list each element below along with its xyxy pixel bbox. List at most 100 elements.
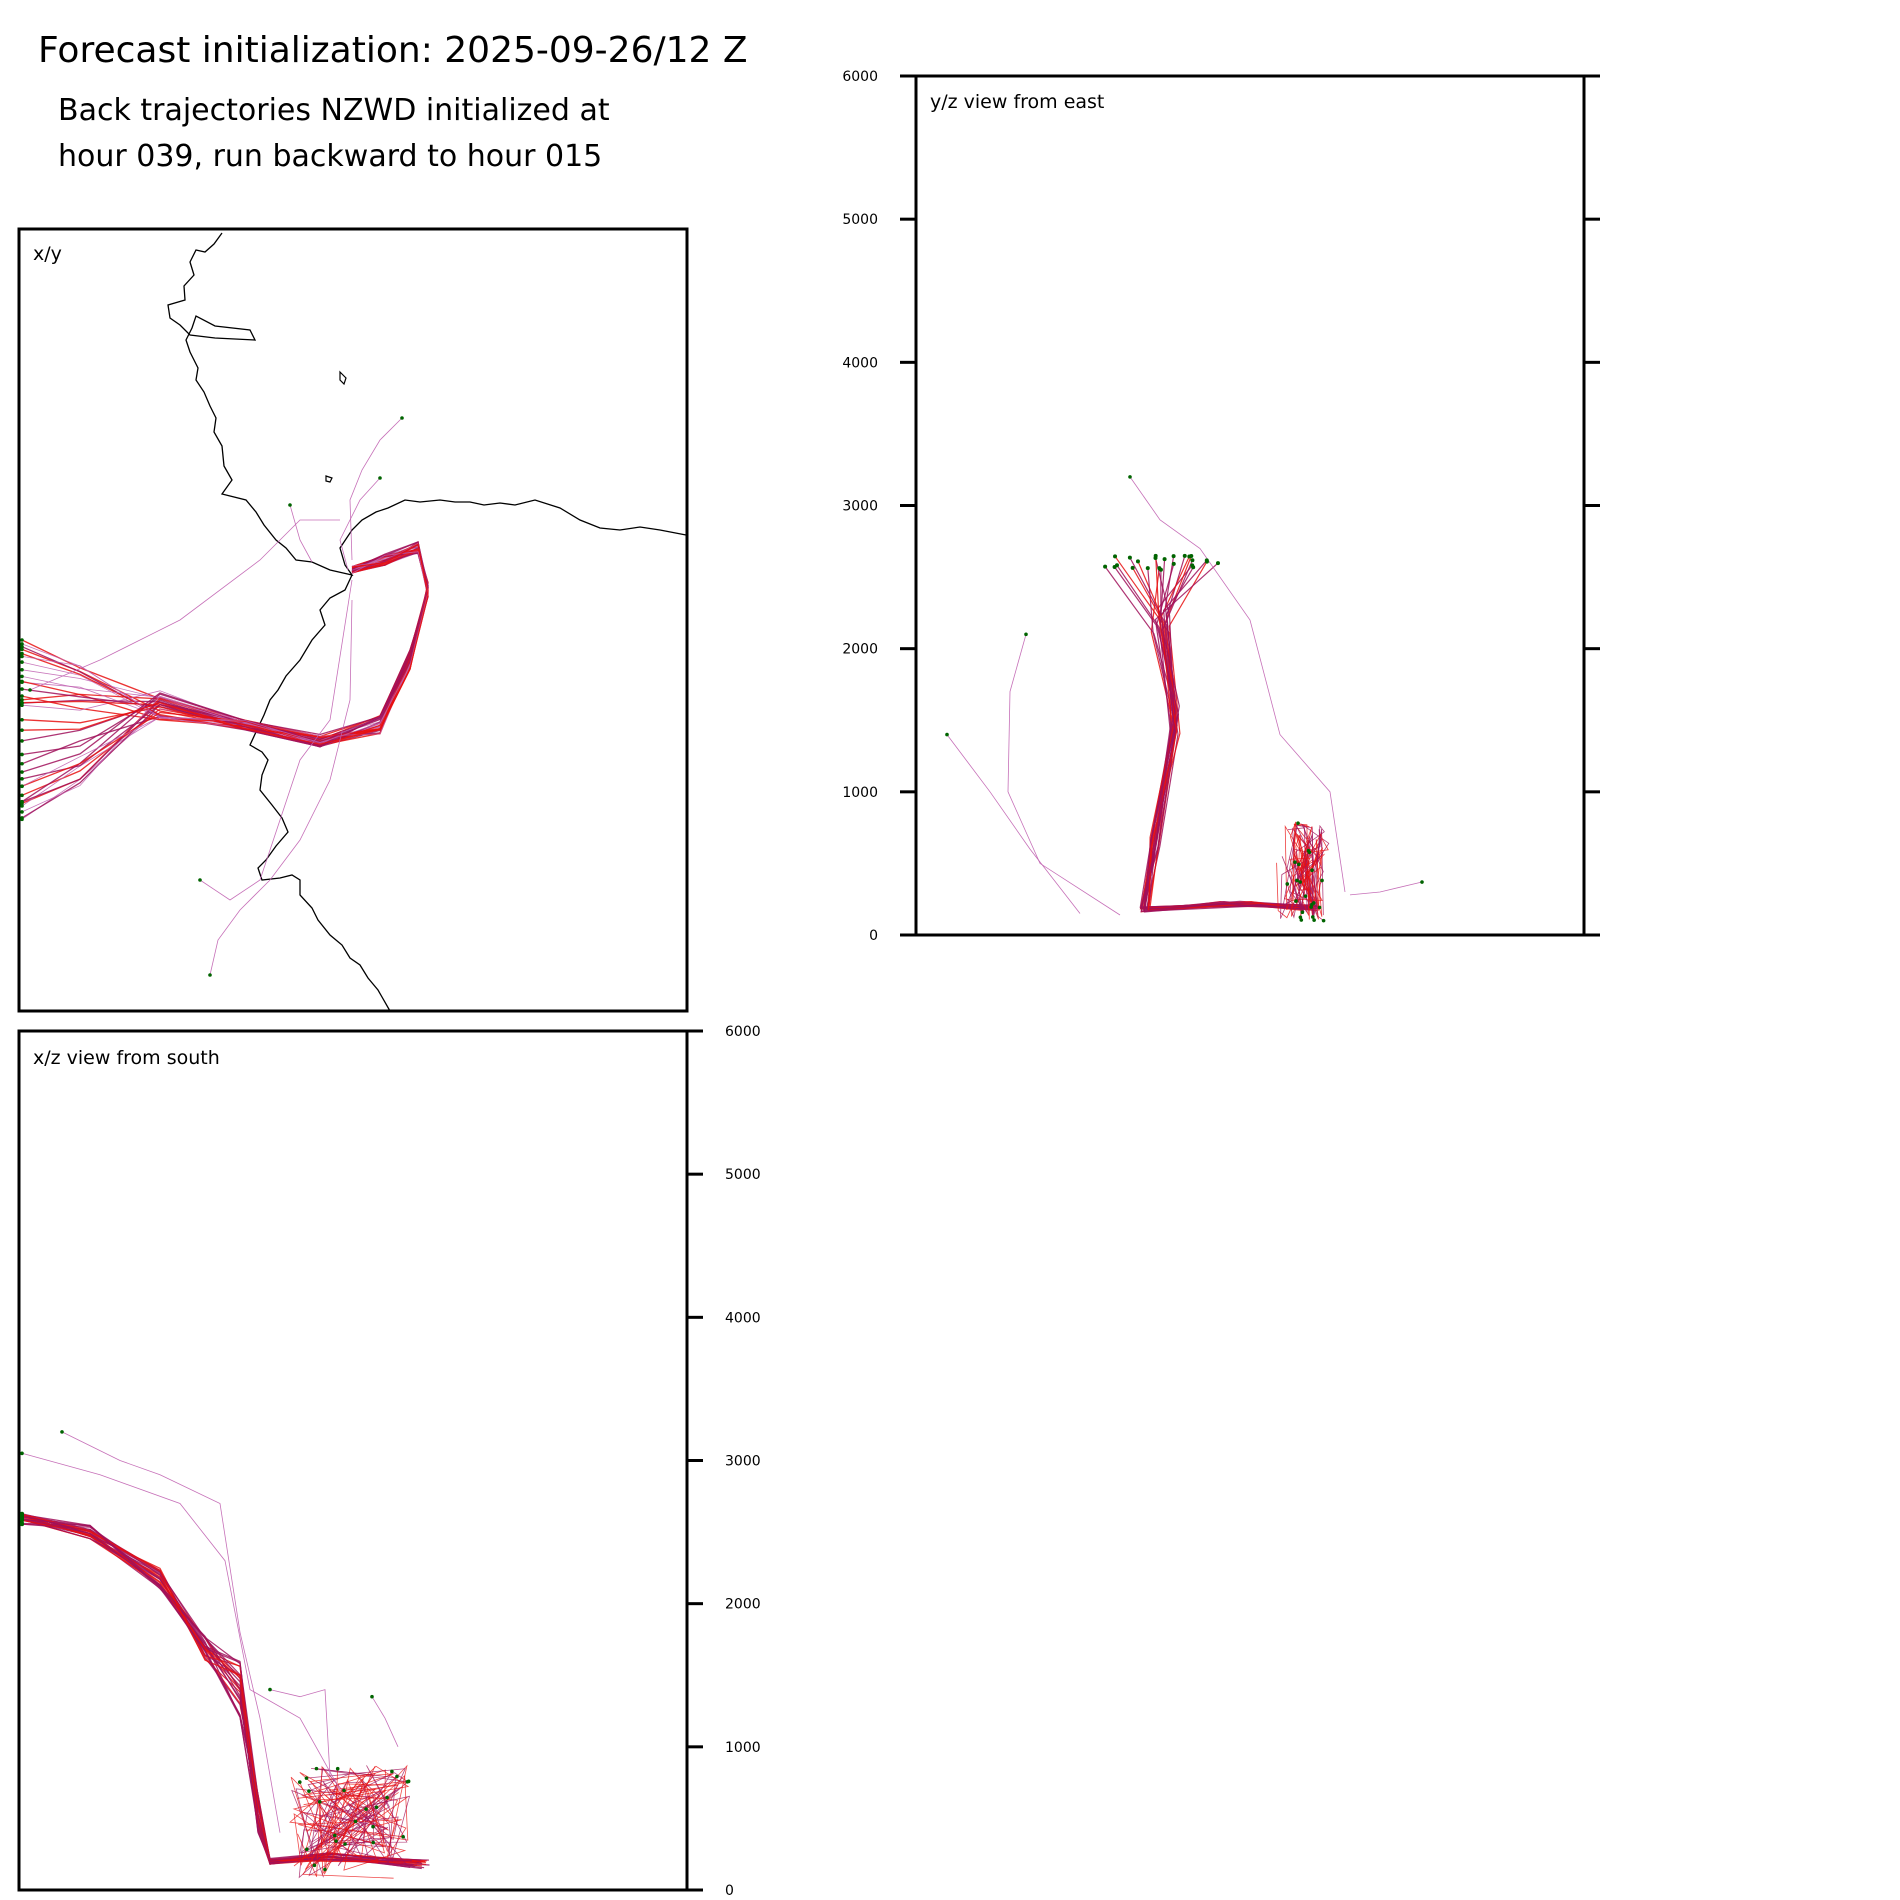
trajectory-endpoint [20,770,24,774]
trajectory-endpoint [1311,915,1315,919]
tick-label: 3000 [842,499,878,515]
trajectory-endpoint [20,804,24,808]
xz-axis-ticks: 0 1000 2000 3000 4000 5000 6000 [687,1024,761,1899]
tick-label: 0 [725,1883,734,1899]
trajectory-line [61,1431,281,1833]
tick-label: 6000 [842,69,878,85]
trajectory-line [21,1514,420,1862]
trajectory-endpoint [1103,564,1108,569]
trajectory-endpoint [1321,918,1326,923]
page-title: Forecast initialization: 2025-09-26/12 Z [38,30,748,71]
page-subtitle: Back trajectories NZWD initialized at ho… [58,88,610,180]
trajectory-endpoint [208,973,212,977]
trajectory-line [298,1778,407,1879]
trajectory-line [349,417,403,561]
trajectory-line [299,1769,404,1848]
trajectory-endpoint [364,1807,368,1811]
trajectory-endpoint [20,654,24,659]
trajectory-endpoint [370,1694,374,1699]
trajectory-endpoint [20,700,24,705]
trajectory-endpoint [1296,821,1300,825]
tick-label: 1000 [842,785,878,801]
trajectory-endpoint [20,777,24,781]
trajectory-line [21,1517,415,1867]
trajectory-endpoint [1293,860,1297,865]
trajectory-endpoint [1204,558,1209,563]
trajectory-endpoint [20,703,24,708]
trajectory-endpoint [1135,559,1140,564]
trajectory-endpoint [1113,554,1118,559]
trajectory-line [371,1696,399,1747]
panel-xy-frame [17,227,689,1013]
tick-label: 5000 [842,212,878,228]
trajectory-endpoint [1297,862,1301,867]
trajectory-line [21,542,429,737]
trajectory-endpoint [1153,553,1158,558]
trajectory-endpoint [1158,567,1163,572]
trajectory-endpoint [28,688,32,692]
trajectory-line [1299,835,1323,911]
trajectory-endpoint [1295,878,1299,883]
trajectory-endpoint [20,728,24,732]
trajectory-line [1144,563,1319,910]
trajectory-endpoint [20,739,24,743]
trajectory-line [1116,564,1315,909]
trajectory-endpoint [1285,882,1290,886]
trajectory-line [297,1784,399,1862]
trajectory-endpoint [401,1835,405,1839]
trajectory-endpoint [1128,475,1132,479]
trajectory-endpoint [1299,918,1304,922]
tick-label: 4000 [725,1310,761,1326]
trajectory-endpoint [20,698,24,702]
trajectory-endpoint [20,638,24,642]
trajectory-endpoint [304,1776,309,1780]
xy-trajectories [21,417,429,976]
trajectory-endpoint [20,642,24,646]
trajectory-endpoint [395,1774,399,1779]
trajectory-endpoint [20,679,24,684]
trajectory-endpoint [1320,878,1324,883]
trajectory-endpoint [390,1769,394,1774]
trajectory-endpoint [1298,880,1302,884]
trajectory-line [21,1452,341,1790]
trajectory-endpoint [20,687,24,691]
tick-label: 2000 [725,1597,761,1613]
coastline-south [249,574,391,1012]
trajectory-endpoint [1187,554,1192,559]
trajectory-endpoint [1317,905,1322,910]
trajectory-endpoint [342,1788,346,1793]
trajectory-endpoint [1191,565,1196,570]
trajectory-endpoint [20,651,24,656]
trajectory-line [304,1773,408,1870]
subtitle-line-1: Back trajectories NZWD initialized at [58,93,610,128]
trajectory-endpoint [268,1687,272,1692]
trajectory-endpoint [297,1780,302,1784]
trajectory-endpoint [1307,850,1312,855]
trajectory-endpoint [400,416,404,420]
trajectory-endpoint [1130,565,1135,570]
trajectory-endpoint [1145,566,1150,571]
panel-xy-label: x/y [33,243,62,265]
trajectory-endpoint [374,1805,379,1810]
panel-xz: x/z view from south 0 1000 2000 3000 4000 500… [17,1024,761,1899]
tick-label: 3000 [725,1454,761,1470]
trajectory-endpoint [1420,880,1424,884]
trajectory-endpoint [1182,553,1187,558]
yz-axis-ticks: 0 1000 2000 3000 4000 5000 6000 [842,69,1600,944]
trajectory-line [339,477,381,571]
trajectory-line [1104,566,1310,910]
trajectory-line [1349,881,1423,896]
trajectory-endpoint [406,1779,411,1784]
trajectory-endpoint [314,1766,319,1771]
trajectory-endpoint [343,1842,347,1846]
trajectory-endpoint [323,1867,327,1872]
trajectory-line [309,1774,409,1870]
trajectory-line [269,1689,331,1776]
panel-yz: y/z view from east 0 1000 2000 3000 4000 5000… [842,69,1600,944]
tick-label: 5000 [725,1167,761,1183]
trajectory-endpoint [1127,555,1132,560]
trajectory-line [1289,821,1313,917]
coastline-north [167,232,687,577]
trajectory-endpoint [305,1847,309,1852]
trajectory-line [1140,559,1303,913]
